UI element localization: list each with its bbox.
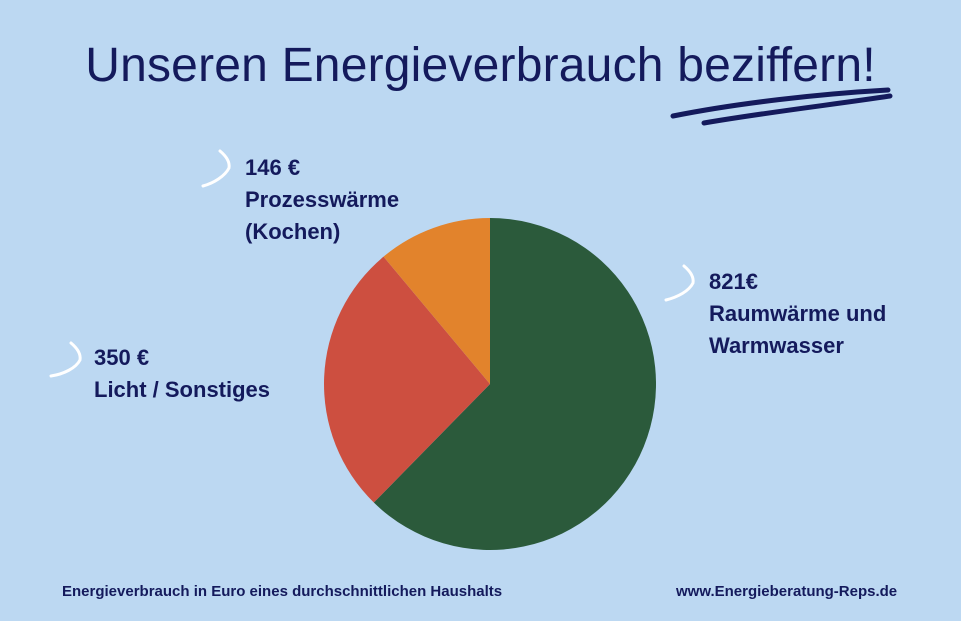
pie-slice-light-other: [324, 256, 490, 503]
heat-value: 821€: [709, 269, 758, 294]
footer-caption: Energieverbrauch in Euro eines durchschn…: [62, 583, 503, 600]
footer-website-link[interactable]: www.Energieberatung-Reps.de: [676, 583, 898, 600]
light-name: Licht / Sonstiges: [94, 377, 271, 402]
process-name: Prozesswärme: [245, 187, 400, 212]
heat-tick-icon: [664, 264, 695, 302]
heat-name-sub: Warmwasser: [709, 333, 844, 358]
page-title: Unseren Energieverbrauch beziffern!: [85, 39, 876, 92]
label-space-heating: 821€ Raumwärme und Warmwasser: [709, 266, 886, 362]
label-light-other: 350 € Licht / Sonstiges: [94, 342, 270, 406]
process-tick-icon: [201, 149, 231, 188]
light-value: 350 €: [94, 345, 150, 370]
pie-slice-process-heat: [383, 218, 490, 384]
heat-name: Raumwärme und: [709, 301, 887, 326]
pie-slice-space-heating: [373, 218, 657, 550]
label-process-heat: 146 € Prozesswärme (Kochen): [245, 152, 399, 248]
light-tick-icon: [49, 341, 82, 378]
process-value: 146 €: [245, 155, 301, 180]
process-name-sub: (Kochen): [245, 219, 341, 244]
title-underline-scribble: [670, 87, 893, 126]
